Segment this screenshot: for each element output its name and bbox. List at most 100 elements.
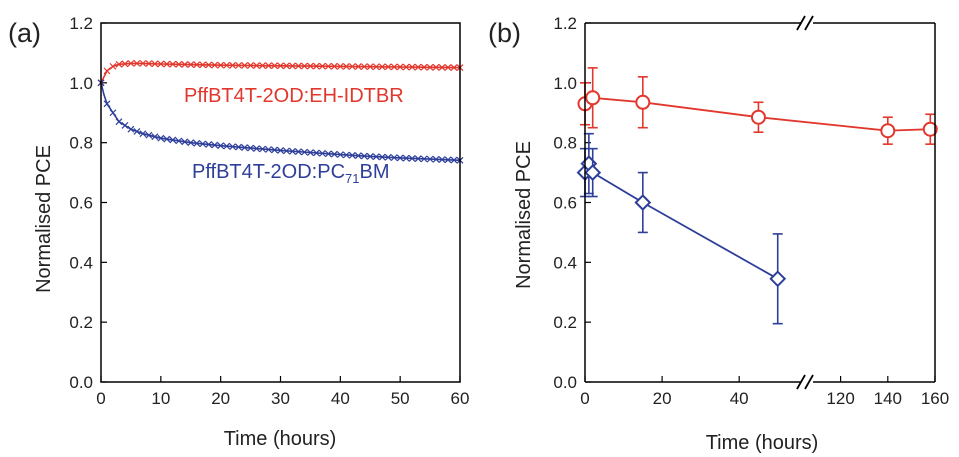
- data-point: [109, 109, 117, 117]
- panel-b-xlabel: Time (hours): [706, 432, 819, 454]
- data-point: [229, 143, 237, 151]
- data-point: [187, 139, 195, 147]
- data-point: [217, 61, 225, 69]
- data-point: [253, 62, 260, 69]
- data-point: [157, 60, 165, 68]
- data-point: [420, 63, 428, 71]
- data-point: [366, 63, 374, 71]
- x-tick-label: 0: [580, 389, 589, 408]
- data-point: [187, 61, 195, 69]
- data-point: [121, 122, 129, 129]
- data-point: [205, 141, 213, 148]
- y-tick-label: 0.6: [553, 194, 577, 213]
- data-point: [115, 118, 123, 126]
- x-tick-label: 40: [331, 389, 350, 408]
- panel-a: (a) Normalised PCE Time (hours) 0 10 20 30 4…: [8, 14, 469, 450]
- y-tick-label: 0.2: [553, 313, 577, 332]
- data-point: [211, 61, 219, 69]
- data-point: [408, 63, 416, 71]
- data-point: [169, 136, 177, 144]
- y-tick-label: 0.4: [69, 253, 93, 272]
- x-tick-label: 140: [874, 389, 902, 408]
- data-point: [127, 125, 135, 133]
- data-point: [235, 61, 243, 69]
- x-tick-label: 20: [653, 389, 672, 408]
- data-point: [384, 63, 392, 71]
- y-tick-label: 0.6: [69, 194, 93, 213]
- data-point: [372, 153, 380, 161]
- y-tick-label: 0.0: [69, 373, 93, 392]
- data-point: [396, 63, 404, 71]
- panel-a-data: [97, 59, 464, 164]
- data-point: [312, 149, 320, 157]
- data-point: [384, 153, 392, 161]
- data-point: [318, 149, 326, 157]
- x-tick-label: 20: [211, 389, 230, 408]
- legend-label-pc71bm-tail: BM: [359, 161, 389, 183]
- data-point: [295, 148, 302, 156]
- data-point: [330, 150, 338, 158]
- data-point: [127, 59, 135, 67]
- data-point: [289, 62, 296, 70]
- data-point: [372, 63, 380, 71]
- data-point: [318, 62, 326, 70]
- data-point: [348, 151, 356, 159]
- data-point: [432, 155, 440, 163]
- data-point: [265, 62, 272, 70]
- data-point: [175, 137, 183, 145]
- data-point: [223, 142, 231, 150]
- series-line: [584, 161, 779, 280]
- data-point: [444, 156, 452, 164]
- data-point: [205, 61, 213, 69]
- x-tick-label: 10: [151, 389, 170, 408]
- legend-label-pc71bm-sub: 71: [345, 171, 359, 186]
- data-point: [750, 109, 766, 125]
- x-tick-label: 120: [826, 389, 854, 408]
- data-point: [336, 151, 344, 159]
- data-point: [247, 62, 255, 69]
- data-point: [366, 153, 374, 160]
- data-point: [283, 147, 290, 155]
- data-point: [306, 62, 314, 70]
- data-point: [247, 144, 255, 152]
- data-point: [426, 63, 434, 71]
- data-point: [139, 130, 147, 138]
- data-point: [199, 61, 207, 69]
- data-point: [348, 63, 356, 70]
- legend-label-pc71bm: PffBT4T-2OD:PC71BM: [192, 161, 389, 186]
- panel-a-label: (a): [8, 18, 41, 48]
- x-tick-label: 0: [96, 389, 105, 408]
- axis-break-mark: [796, 15, 814, 31]
- data-point: [342, 63, 350, 70]
- data-point: [163, 135, 171, 143]
- data-point: [169, 60, 177, 68]
- data-point: [769, 270, 787, 288]
- data-point: [145, 131, 153, 139]
- y-tick-label: 1.0: [69, 74, 93, 93]
- y-tick-label: 1.2: [69, 14, 93, 33]
- x-tick-label: 50: [391, 389, 410, 408]
- data-point: [265, 146, 272, 153]
- data-point: [330, 62, 338, 70]
- data-point: [922, 121, 938, 137]
- data-point: [277, 62, 284, 70]
- data-point: [133, 128, 141, 135]
- data-point: [396, 154, 404, 162]
- data-point: [444, 64, 452, 71]
- data-point: [324, 150, 332, 158]
- panel-b-ylabel: Normalised PCE: [513, 141, 535, 289]
- data-point: [121, 60, 129, 68]
- axis-break-mark: [796, 374, 814, 390]
- panel-b-data: [576, 67, 938, 325]
- data-point: [438, 63, 446, 71]
- data-point: [301, 148, 308, 156]
- data-point: [253, 145, 260, 152]
- data-point: [635, 94, 651, 110]
- data-point: [223, 61, 231, 69]
- panel-b: (b) Normalised PCE Time (hours) 0 20 40 120…: [488, 14, 949, 454]
- data-point: [133, 59, 141, 67]
- data-point: [115, 60, 123, 68]
- data-point: [181, 138, 189, 146]
- data-point: [217, 142, 225, 150]
